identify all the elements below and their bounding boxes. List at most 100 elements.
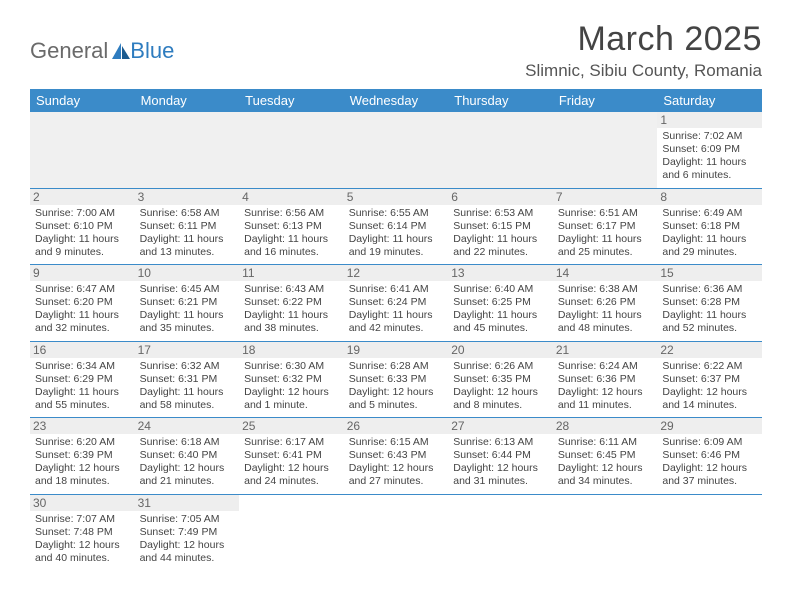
day-details: Sunrise: 6:17 AMSunset: 6:41 PMDaylight:… [244, 436, 339, 489]
day-details: Sunrise: 6:34 AMSunset: 6:29 PMDaylight:… [35, 360, 130, 413]
calendar-day-cell: 16 Sunrise: 6:34 AMSunset: 6:29 PMDayligh… [30, 341, 135, 418]
day-number: 18 [239, 342, 344, 358]
header: General Blue March 2025 Slimnic, Sibiu C… [30, 20, 762, 81]
day-number: 31 [135, 495, 240, 511]
day-details: Sunrise: 6:53 AMSunset: 6:15 PMDaylight:… [453, 207, 548, 260]
calendar-day-cell: 15Sunrise: 6:36 AMSunset: 6:28 PMDayligh… [657, 265, 762, 342]
day-details: Sunrise: 6:09 AMSunset: 6:46 PMDaylight:… [662, 436, 757, 489]
day-details: Sunrise: 7:05 AMSunset: 7:49 PMDaylight:… [140, 513, 235, 566]
day-number: 1 [657, 112, 762, 128]
day-details: Sunrise: 6:58 AMSunset: 6:11 PMDaylight:… [140, 207, 235, 260]
weekday-header: Tuesday [239, 89, 344, 112]
calendar-day-cell: 28 Sunrise: 6:11 AMSunset: 6:45 PMDayligh… [553, 418, 658, 495]
calendar-header-row: SundayMondayTuesdayWednesdayThursdayFrid… [30, 89, 762, 112]
weekday-header: Sunday [30, 89, 135, 112]
day-number: 17 [135, 342, 240, 358]
calendar-day-cell [448, 112, 553, 188]
day-number: 28 [553, 418, 658, 434]
calendar-day-cell [135, 112, 240, 188]
calendar-day-cell: 30 Sunrise: 7:07 AMSunset: 7:48 PMDayligh… [30, 494, 135, 570]
calendar-day-cell: 31 Sunrise: 7:05 AMSunset: 7:49 PMDayligh… [135, 494, 240, 570]
calendar-day-cell: 25 Sunrise: 6:17 AMSunset: 6:41 PMDayligh… [239, 418, 344, 495]
calendar-day-cell [553, 112, 658, 188]
day-details: Sunrise: 6:43 AMSunset: 6:22 PMDaylight:… [244, 283, 339, 336]
calendar-day-cell [30, 112, 135, 188]
calendar-day-cell [553, 494, 658, 570]
location-subtitle: Slimnic, Sibiu County, Romania [525, 61, 762, 81]
logo-sail-icon [110, 41, 132, 61]
calendar-day-cell: 7 Sunrise: 6:51 AMSunset: 6:17 PMDaylight… [553, 188, 658, 265]
calendar-day-cell: 27Sunrise: 6:13 AMSunset: 6:44 PMDayligh… [448, 418, 553, 495]
day-number: 26 [344, 418, 449, 434]
day-number: 8 [657, 189, 762, 205]
day-details: Sunrise: 6:49 AMSunset: 6:18 PMDaylight:… [662, 207, 757, 260]
day-details: Sunrise: 6:55 AMSunset: 6:14 PMDaylight:… [349, 207, 444, 260]
calendar-day-cell [344, 112, 449, 188]
calendar-day-cell [239, 494, 344, 570]
day-number: 15 [657, 265, 762, 281]
title-block: March 2025 Slimnic, Sibiu County, Romani… [525, 20, 762, 81]
day-number: 7 [553, 189, 658, 205]
calendar-day-cell: 5Sunrise: 6:55 AMSunset: 6:14 PMDaylight… [344, 188, 449, 265]
calendar-day-cell: 9 Sunrise: 6:47 AMSunset: 6:20 PMDaylight… [30, 265, 135, 342]
day-number: 16 [30, 342, 135, 358]
calendar-week-row: 9 Sunrise: 6:47 AMSunset: 6:20 PMDaylight… [30, 265, 762, 342]
day-details: Sunrise: 6:11 AMSunset: 6:45 PMDaylight:… [558, 436, 653, 489]
weekday-header: Wednesday [344, 89, 449, 112]
day-details: Sunrise: 6:41 AMSunset: 6:24 PMDaylight:… [349, 283, 444, 336]
calendar-day-cell: 14Sunrise: 6:38 AMSunset: 6:26 PMDayligh… [553, 265, 658, 342]
day-details: Sunrise: 6:26 AMSunset: 6:35 PMDaylight:… [453, 360, 548, 413]
weekday-header: Thursday [448, 89, 553, 112]
calendar-week-row: 23Sunrise: 6:20 AMSunset: 6:39 PMDayligh… [30, 418, 762, 495]
day-number: 19 [344, 342, 449, 358]
day-details: Sunrise: 6:24 AMSunset: 6:36 PMDaylight:… [558, 360, 653, 413]
day-details: Sunrise: 6:56 AMSunset: 6:13 PMDaylight:… [244, 207, 339, 260]
page-title: March 2025 [525, 20, 762, 59]
day-number: 9 [30, 265, 135, 281]
day-number: 25 [239, 418, 344, 434]
calendar-day-cell: 19 Sunrise: 6:28 AMSunset: 6:33 PMDayligh… [344, 341, 449, 418]
day-details: Sunrise: 6:45 AMSunset: 6:21 PMDaylight:… [140, 283, 235, 336]
calendar-week-row: 16 Sunrise: 6:34 AMSunset: 6:29 PMDayligh… [30, 341, 762, 418]
calendar-day-cell [239, 112, 344, 188]
day-number: 3 [135, 189, 240, 205]
calendar-day-cell: 6 Sunrise: 6:53 AMSunset: 6:15 PMDaylight… [448, 188, 553, 265]
page: General Blue March 2025 Slimnic, Sibiu C… [0, 0, 792, 590]
day-details: Sunrise: 6:51 AMSunset: 6:17 PMDaylight:… [558, 207, 653, 260]
calendar-day-cell [657, 494, 762, 570]
calendar-day-cell: 26 Sunrise: 6:15 AMSunset: 6:43 PMDayligh… [344, 418, 449, 495]
day-details: Sunrise: 6:47 AMSunset: 6:20 PMDaylight:… [35, 283, 130, 336]
day-details: Sunrise: 6:38 AMSunset: 6:26 PMDaylight:… [558, 283, 653, 336]
day-details: Sunrise: 6:28 AMSunset: 6:33 PMDaylight:… [349, 360, 444, 413]
day-number: 20 [448, 342, 553, 358]
day-number: 6 [448, 189, 553, 205]
calendar-day-cell: 12Sunrise: 6:41 AMSunset: 6:24 PMDayligh… [344, 265, 449, 342]
day-details: Sunrise: 7:07 AMSunset: 7:48 PMDaylight:… [35, 513, 130, 566]
logo: General Blue [30, 38, 174, 64]
calendar-body: 1 Sunrise: 7:02 AMSunset: 6:09 PMDaylight… [30, 112, 762, 570]
calendar-day-cell: 21Sunrise: 6:24 AMSunset: 6:36 PMDayligh… [553, 341, 658, 418]
day-details: Sunrise: 6:15 AMSunset: 6:43 PMDaylight:… [349, 436, 444, 489]
day-details: Sunrise: 7:02 AMSunset: 6:09 PMDaylight:… [662, 130, 757, 183]
day-number: 11 [239, 265, 344, 281]
day-details: Sunrise: 6:18 AMSunset: 6:40 PMDaylight:… [140, 436, 235, 489]
logo-text-2: Blue [130, 38, 174, 64]
calendar-day-cell: 20 Sunrise: 6:26 AMSunset: 6:35 PMDayligh… [448, 341, 553, 418]
calendar-day-cell: 2Sunrise: 7:00 AMSunset: 6:10 PMDaylight… [30, 188, 135, 265]
calendar-day-cell: 4 Sunrise: 6:56 AMSunset: 6:13 PMDaylight… [239, 188, 344, 265]
calendar-day-cell: 23Sunrise: 6:20 AMSunset: 6:39 PMDayligh… [30, 418, 135, 495]
calendar-table: SundayMondayTuesdayWednesdayThursdayFrid… [30, 89, 762, 570]
calendar-day-cell: 22Sunrise: 6:22 AMSunset: 6:37 PMDayligh… [657, 341, 762, 418]
calendar-day-cell: 11 Sunrise: 6:43 AMSunset: 6:22 PMDayligh… [239, 265, 344, 342]
day-number: 29 [657, 418, 762, 434]
day-number: 30 [30, 495, 135, 511]
day-details: Sunrise: 6:22 AMSunset: 6:37 PMDaylight:… [662, 360, 757, 413]
day-number: 2 [30, 189, 135, 205]
calendar-day-cell: 17 Sunrise: 6:32 AMSunset: 6:31 PMDayligh… [135, 341, 240, 418]
day-details: Sunrise: 6:32 AMSunset: 6:31 PMDaylight:… [140, 360, 235, 413]
day-number: 10 [135, 265, 240, 281]
day-number: 23 [30, 418, 135, 434]
calendar-day-cell [344, 494, 449, 570]
day-number: 4 [239, 189, 344, 205]
day-number: 24 [135, 418, 240, 434]
